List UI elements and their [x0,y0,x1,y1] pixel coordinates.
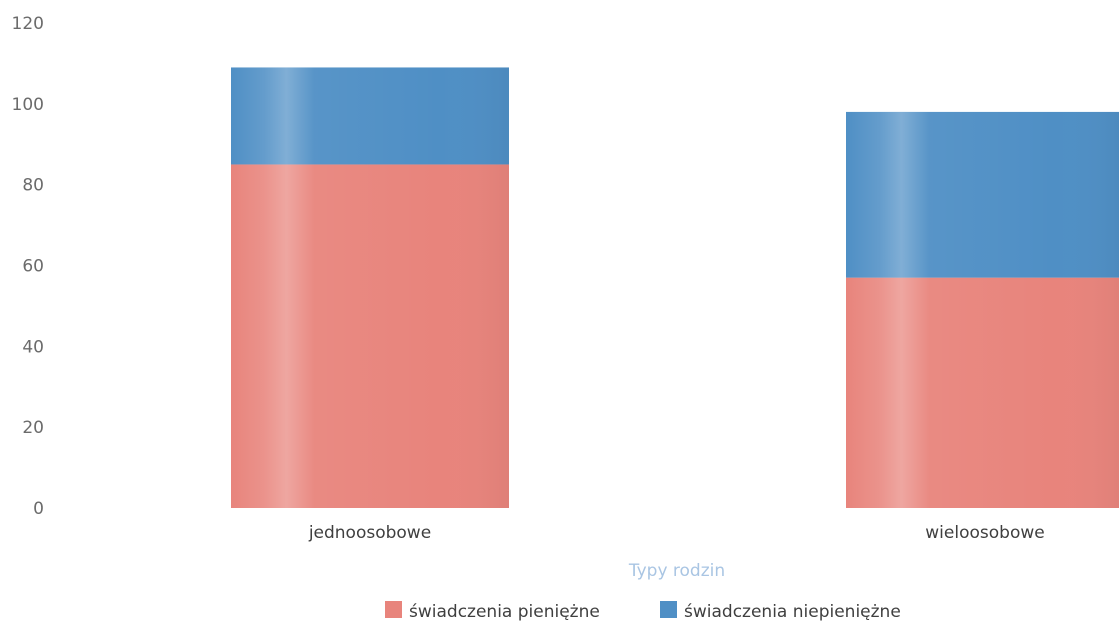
x-category-label: jednoosobowe [308,523,431,543]
bar-wieloosobowe-series-2[interactable] [846,111,1119,278]
y-tick-label: 40 [22,337,44,357]
y-axis: 0 20 40 60 80 100 120 [12,14,44,519]
legend: świadczenia pieniężne świadczenia niepien… [385,601,901,622]
legend-item[interactable]: świadczenia pieniężne [385,601,600,622]
y-tick-label: 100 [12,95,44,115]
legend-label: świadczenia pieniężne [409,602,600,622]
bar-jednoosobowe-series-1[interactable] [231,164,509,509]
legend-label: świadczenia niepieniężne [684,602,901,622]
y-tick-label: 60 [22,257,44,277]
y-tick-label: 20 [22,418,44,438]
bar-jednoosobowe-series-2[interactable] [231,67,509,165]
y-tick-label: 0 [33,499,44,519]
y-tick-label: 120 [12,14,44,34]
bar-wieloosobowe-series-1[interactable] [846,277,1119,508]
bars [231,67,1119,509]
legend-swatch [385,601,402,618]
legend-item[interactable]: świadczenia niepieniężne [660,601,901,622]
y-tick-label: 80 [22,176,44,196]
x-axis-title: Typy rodzin [628,561,725,581]
legend-swatch [660,601,677,618]
x-category-label: wieloosobowe [925,523,1044,543]
x-axis: jednoosobowe wieloosobowe [308,523,1045,543]
